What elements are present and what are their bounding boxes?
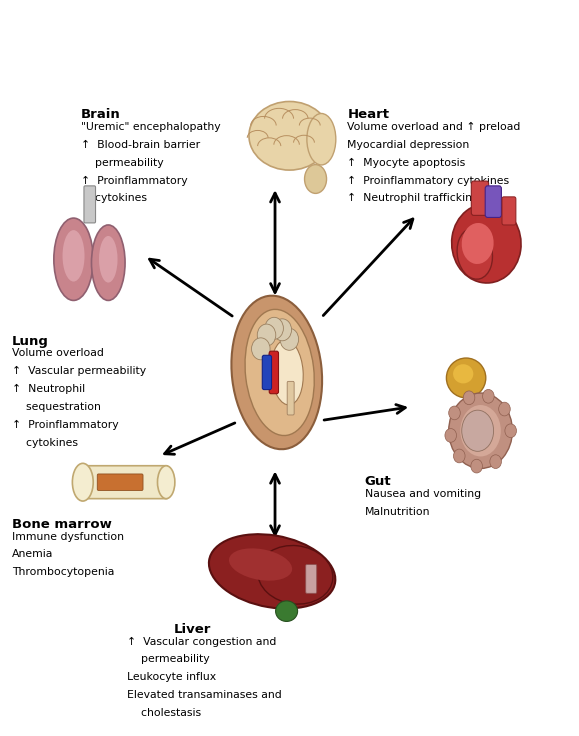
FancyBboxPatch shape (84, 186, 96, 223)
Text: Volume overload: Volume overload (12, 348, 104, 358)
Ellipse shape (72, 464, 93, 501)
Text: permeability: permeability (127, 654, 210, 665)
Text: sequestration: sequestration (12, 402, 100, 412)
Text: Anemia: Anemia (12, 549, 53, 559)
Ellipse shape (258, 545, 333, 604)
Circle shape (273, 319, 292, 341)
Text: Thrombocytopenia: Thrombocytopenia (12, 567, 114, 577)
Text: Immune dysfunction: Immune dysfunction (12, 531, 123, 542)
Ellipse shape (307, 113, 336, 165)
Ellipse shape (91, 225, 125, 300)
Circle shape (471, 459, 482, 473)
Text: cytokines: cytokines (81, 194, 147, 203)
Ellipse shape (461, 410, 493, 451)
Text: ↑  Vascular permeability: ↑ Vascular permeability (12, 367, 146, 376)
Circle shape (490, 455, 501, 469)
Circle shape (280, 328, 299, 350)
FancyBboxPatch shape (97, 474, 143, 490)
Text: Gut: Gut (365, 475, 391, 489)
Circle shape (505, 424, 516, 438)
Text: ↑  Myocyte apoptosis: ↑ Myocyte apoptosis (347, 158, 466, 168)
Ellipse shape (452, 204, 521, 283)
Text: Elevated transaminases and: Elevated transaminases and (127, 690, 282, 700)
Text: "Uremic" encephalopathy: "Uremic" encephalopathy (81, 122, 221, 132)
FancyBboxPatch shape (262, 355, 272, 389)
Text: permeability: permeability (81, 158, 164, 168)
Circle shape (445, 428, 456, 442)
Text: ↑  Blood-brain barrier: ↑ Blood-brain barrier (81, 140, 200, 150)
Ellipse shape (446, 358, 486, 398)
Text: ↑  Vascular congestion and: ↑ Vascular congestion and (127, 637, 277, 647)
Circle shape (463, 391, 475, 405)
Text: Nausea and vomiting: Nausea and vomiting (365, 489, 481, 499)
Text: ↑  Proinflammatory: ↑ Proinflammatory (12, 420, 118, 430)
Ellipse shape (271, 340, 303, 405)
Circle shape (453, 449, 465, 463)
Ellipse shape (460, 405, 501, 456)
Circle shape (499, 402, 510, 416)
Ellipse shape (157, 466, 175, 499)
FancyBboxPatch shape (269, 351, 278, 394)
Text: cytokines: cytokines (12, 438, 78, 447)
Ellipse shape (453, 364, 473, 383)
Text: Brain: Brain (81, 108, 121, 121)
FancyBboxPatch shape (287, 381, 294, 415)
FancyBboxPatch shape (502, 197, 516, 225)
Text: Volume overload and ↑ preload: Volume overload and ↑ preload (347, 122, 521, 132)
Ellipse shape (249, 102, 330, 170)
Circle shape (265, 317, 283, 339)
Ellipse shape (276, 601, 298, 621)
Text: ↑  Neutrophil trafficking: ↑ Neutrophil trafficking (347, 194, 479, 203)
Text: ↑  Proinflammatory: ↑ Proinflammatory (81, 176, 188, 185)
FancyBboxPatch shape (485, 186, 501, 217)
Text: Bone marrow: Bone marrow (12, 518, 111, 531)
Text: Liver: Liver (174, 623, 211, 636)
Ellipse shape (245, 309, 314, 436)
Ellipse shape (305, 165, 327, 194)
Circle shape (251, 338, 270, 360)
Circle shape (449, 406, 460, 420)
Ellipse shape (209, 534, 335, 609)
Ellipse shape (461, 223, 494, 264)
FancyBboxPatch shape (471, 181, 489, 216)
Text: cholestasis: cholestasis (127, 708, 201, 718)
Text: Systemic Effects of Acute Kidney Injury: Systemic Effects of Acute Kidney Injury (90, 16, 489, 34)
Text: Myocardial depression: Myocardial depression (347, 140, 470, 150)
Text: Malnutrition: Malnutrition (365, 507, 430, 517)
Circle shape (257, 324, 276, 346)
Ellipse shape (54, 218, 93, 300)
Ellipse shape (229, 548, 292, 581)
Ellipse shape (99, 236, 118, 283)
Ellipse shape (232, 296, 322, 449)
Ellipse shape (457, 228, 493, 279)
Text: Leukocyte influx: Leukocyte influx (127, 672, 217, 682)
Ellipse shape (63, 230, 85, 282)
Text: ↑  Neutrophil: ↑ Neutrophil (12, 384, 85, 394)
FancyBboxPatch shape (80, 466, 168, 499)
Text: ↑  Proinflammatory cytokines: ↑ Proinflammatory cytokines (347, 176, 510, 185)
FancyBboxPatch shape (306, 565, 317, 593)
Text: Lung: Lung (12, 335, 49, 347)
Text: Heart: Heart (347, 108, 390, 121)
Ellipse shape (449, 393, 512, 469)
Circle shape (482, 389, 494, 403)
